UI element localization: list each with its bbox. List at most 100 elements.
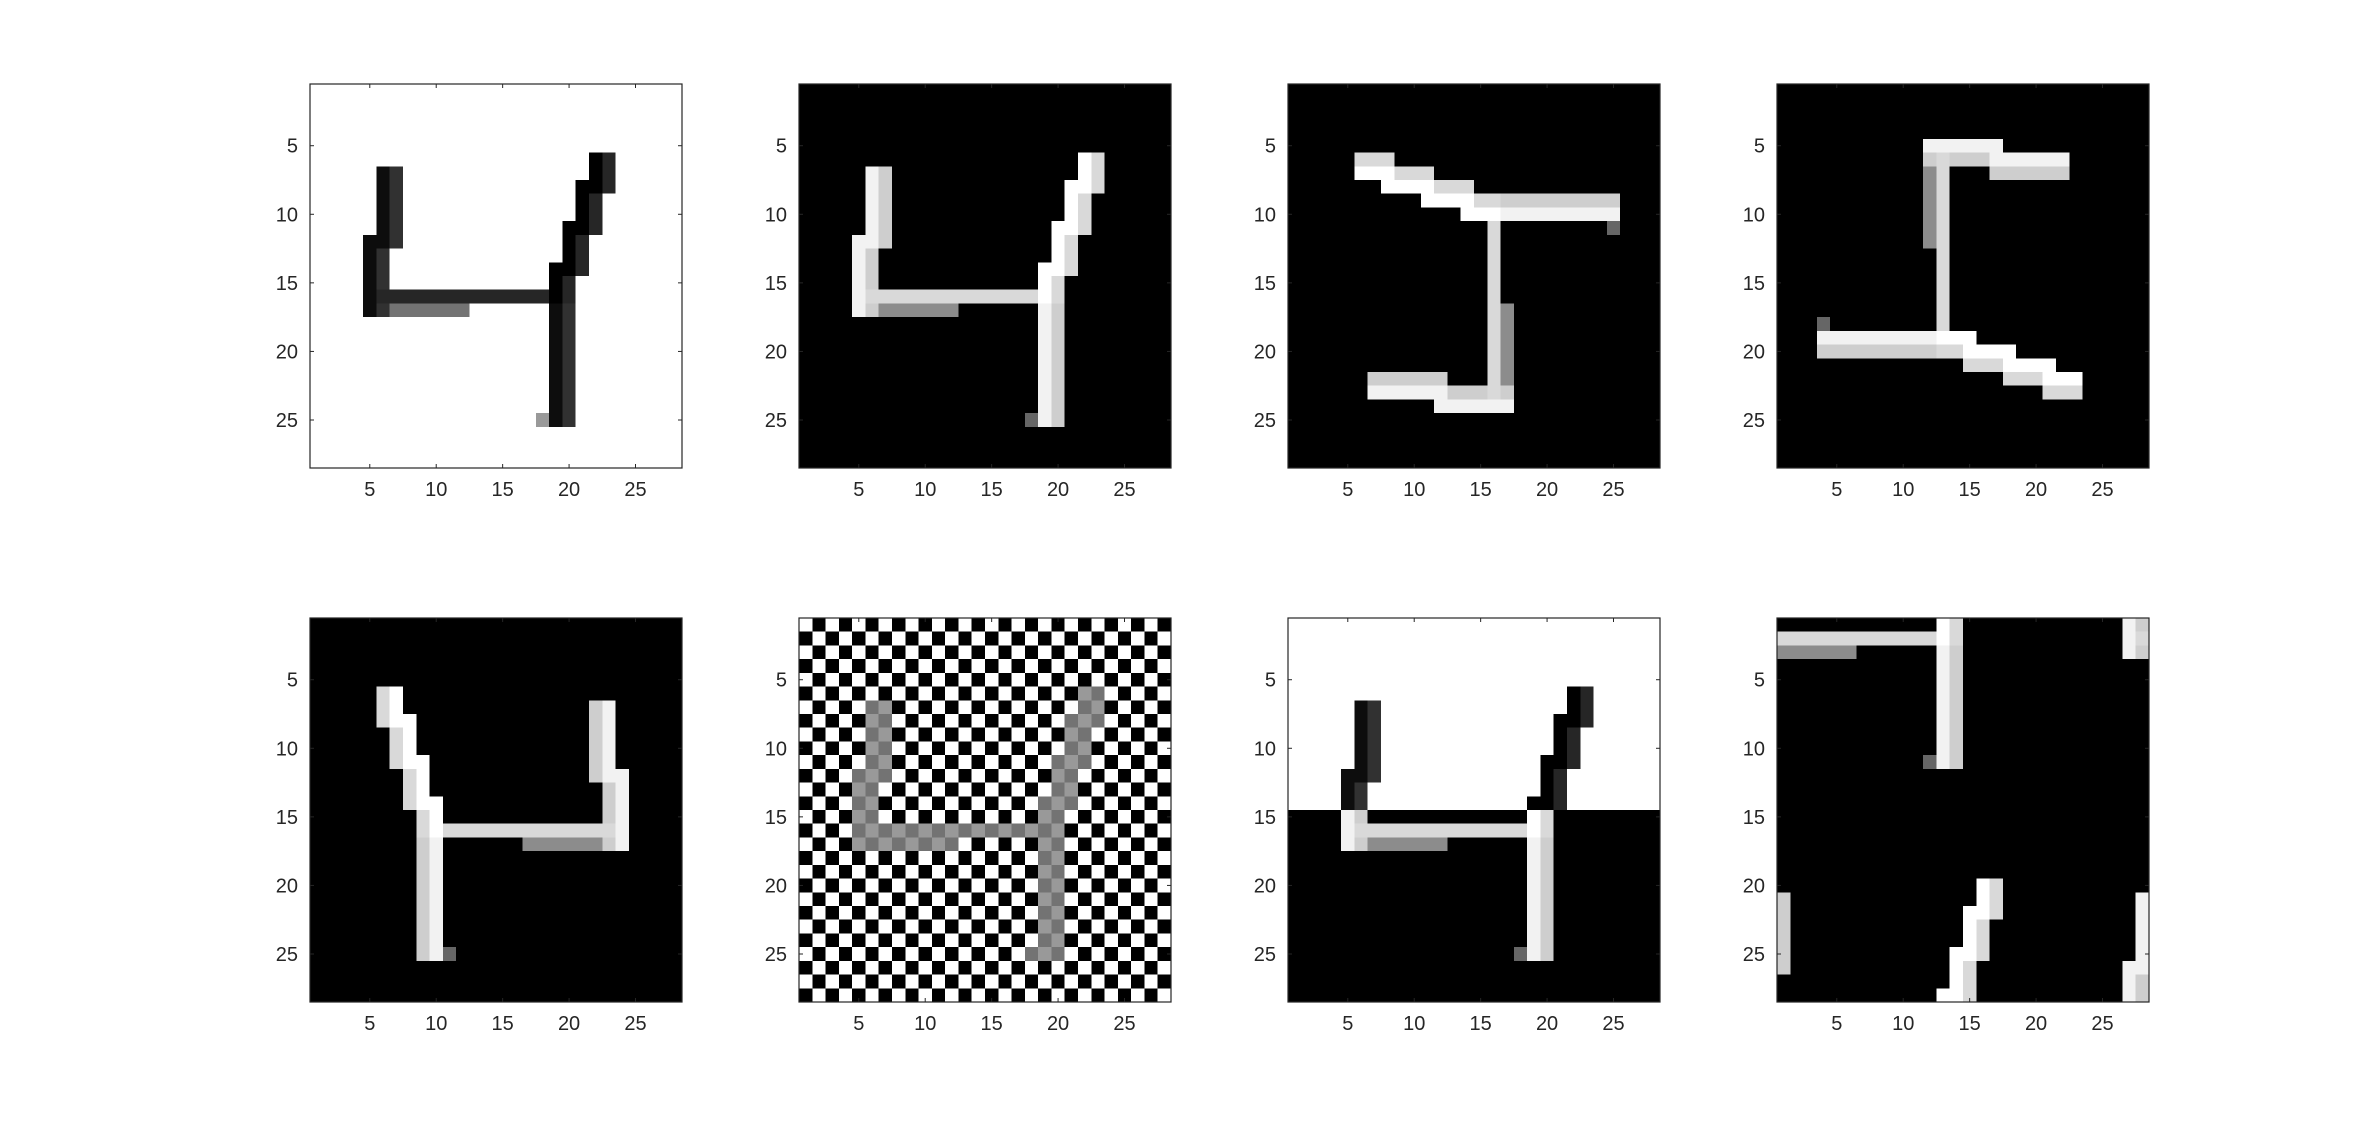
pixel-cell [589, 413, 603, 428]
pixel-cell [2056, 344, 2070, 359]
pixel-cell [1327, 358, 1342, 373]
pixel-cell [1354, 262, 1369, 277]
pixel-cell [496, 919, 510, 935]
pixel-cell [1131, 837, 1146, 852]
pixel-cell [825, 974, 840, 989]
pixel-cell [589, 166, 603, 181]
pixel-cell [892, 276, 906, 291]
pixel-cell [1567, 330, 1581, 346]
pixel-cell [1830, 207, 1845, 222]
pixel-cell [1870, 440, 1884, 455]
pixel-cell [1131, 618, 1146, 633]
pixel-cell [812, 837, 827, 852]
pixel-cell [655, 864, 670, 880]
pixel-cell [1923, 152, 1938, 167]
pixel-cell [469, 111, 484, 126]
pixel-cell [852, 727, 867, 743]
pixel-cell [482, 919, 497, 935]
pixel-cell [496, 358, 510, 373]
pixel-cell [336, 714, 351, 729]
pixel-cell [442, 741, 457, 756]
pixel-cell [2122, 289, 2137, 305]
pixel-cell [535, 344, 550, 359]
pixel-cell [1104, 125, 1119, 140]
pixel-cell [971, 330, 986, 346]
pixel-cell [971, 399, 986, 414]
pixel-cell [1104, 330, 1119, 346]
pixel-cell [496, 426, 510, 442]
pixel-cell [535, 686, 550, 701]
pixel-cell [1144, 988, 1159, 1003]
pixel-cell [602, 823, 617, 839]
pixel-cell [1870, 303, 1884, 318]
pixel-cell [2109, 358, 2124, 373]
pixel-cell [628, 385, 643, 401]
pixel-cell [1091, 741, 1106, 756]
pixel-cell [1487, 138, 1502, 154]
pixel-cell [892, 138, 906, 154]
pixel-cell [509, 645, 524, 660]
pixel-cell [323, 755, 338, 770]
pixel-cell [838, 413, 853, 428]
pixel-cell [363, 782, 378, 797]
pixel-cell [655, 810, 670, 825]
pixel-cell [1314, 193, 1329, 209]
pixel-cell [1078, 919, 1092, 935]
pixel-cell [310, 741, 324, 756]
pixel-cell [812, 727, 827, 743]
pixel-cell [1038, 344, 1053, 359]
pixel-cell [2029, 180, 2044, 195]
pixel-cell [865, 276, 880, 291]
pixel-cell [838, 672, 853, 688]
pixel-cell [1870, 262, 1884, 277]
pixel-cell [1830, 303, 1845, 318]
pixel-cell [469, 960, 484, 976]
pixel-cell [931, 851, 946, 866]
pixel-cell [1567, 645, 1581, 660]
pixel-cell [945, 947, 960, 962]
pixel-cell [1407, 440, 1422, 455]
pixel-cell [1078, 988, 1092, 1003]
pixel-cell [589, 317, 603, 332]
pixel-cell [2029, 276, 2044, 291]
pixel-cell [589, 947, 603, 962]
pixel-cell [1117, 426, 1132, 442]
pixel-cell [628, 317, 643, 332]
pixel-cell [1474, 631, 1488, 647]
pixel-cell [1803, 303, 1818, 318]
pixel-cell [575, 960, 590, 976]
pixel-cell [1843, 180, 1858, 195]
pixel-cell [363, 138, 378, 154]
pixel-cell [799, 289, 813, 305]
pixel-cell [838, 631, 853, 647]
pixel-cell [1777, 152, 1791, 167]
pixel-cell [429, 358, 444, 373]
pixel-cell [562, 399, 577, 414]
pixel-cell [931, 152, 946, 167]
pixel-cell [549, 84, 564, 99]
pixel-cell [496, 631, 510, 647]
pixel-cell [945, 864, 960, 880]
pixel-cell [1580, 426, 1595, 442]
pixel-cell [349, 631, 364, 647]
pixel-cell [971, 125, 986, 140]
pixel-cell [403, 919, 417, 935]
pixel-cell [602, 782, 617, 797]
pixel-cell [1367, 97, 1382, 113]
pixel-cell [562, 686, 577, 701]
pixel-cell [1870, 276, 1884, 291]
pixel-cell [878, 166, 893, 181]
pixel-cell [509, 413, 524, 428]
pixel-cell [429, 906, 444, 921]
pixel-cell [628, 207, 643, 222]
pixel-cell [892, 686, 906, 701]
pixel-cell [1288, 84, 1302, 99]
pixel-cell [668, 289, 683, 305]
pixel-cell [1460, 262, 1475, 277]
pixel-cell [852, 234, 867, 250]
pixel-cell [562, 84, 577, 99]
pixel-cell [1856, 289, 1871, 305]
pixel-cell [918, 180, 933, 195]
pixel-cell [1131, 906, 1146, 921]
